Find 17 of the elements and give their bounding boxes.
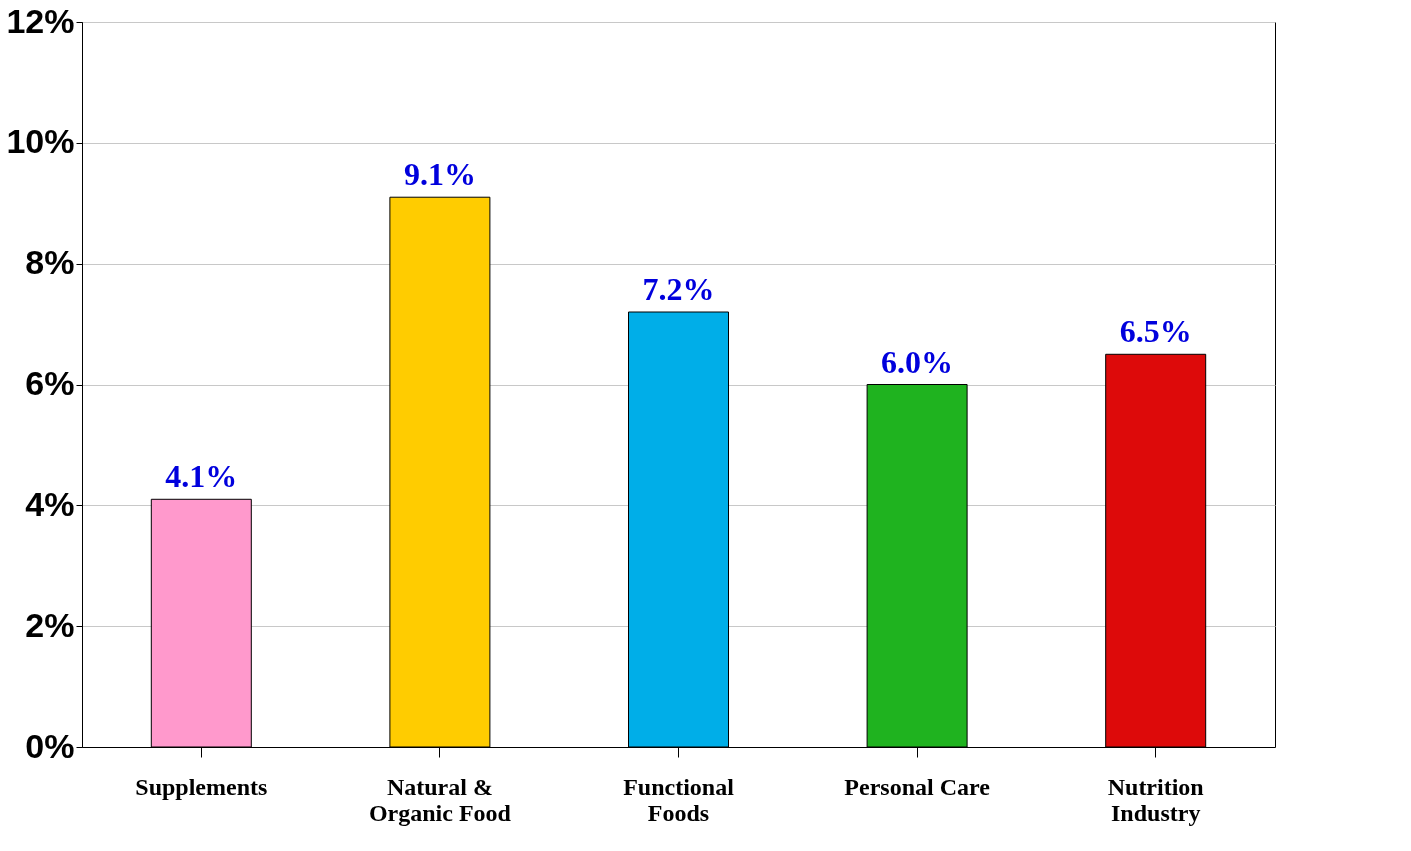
x-tick-label: Natural & Organic Food [368, 773, 512, 826]
data-label: 9.1% [403, 156, 476, 193]
x-tick-label: Personal Care [844, 773, 991, 800]
data-label: 6.5% [1119, 313, 1192, 350]
x-tick-label: Nutrition Industry [1107, 773, 1204, 826]
y-tick-label: 2% [25, 605, 75, 644]
data-label: 4.1% [165, 458, 238, 495]
data-label: 6.0% [881, 343, 954, 380]
y-tick-label: 4% [25, 484, 75, 523]
y-tick-label: 0% [25, 726, 75, 765]
y-tick-label: 12% [6, 1, 75, 40]
x-tick-label: Supplements [135, 773, 268, 800]
y-tick-label: 6% [25, 364, 75, 402]
y-tick-label: 8% [25, 243, 75, 282]
y-tick-label: 10% [6, 122, 75, 161]
data-label: 7.2% [642, 271, 715, 307]
x-tick-label: Functional Foods [623, 773, 735, 826]
